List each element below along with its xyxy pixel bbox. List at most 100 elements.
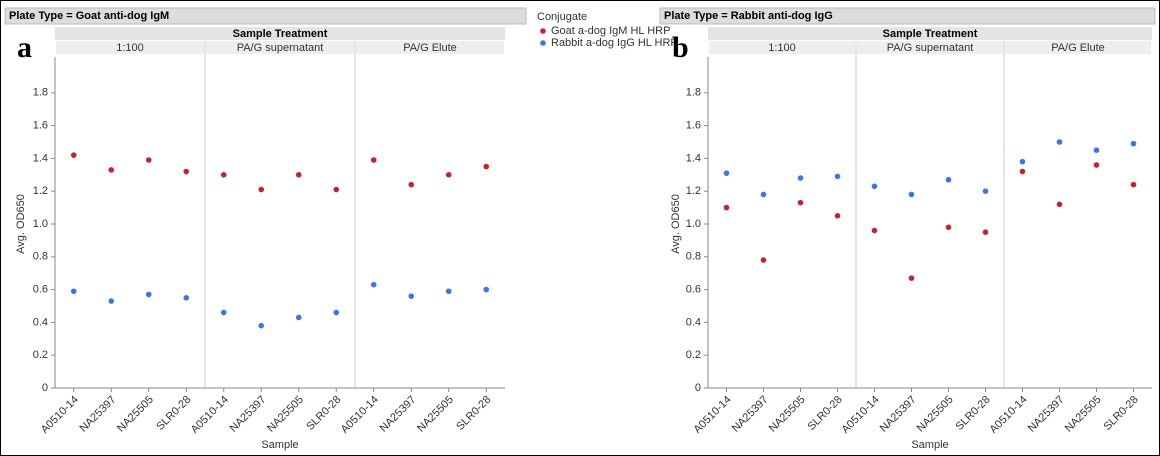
point	[871, 227, 878, 234]
x-tick-label: NA25397	[78, 394, 119, 435]
x-tick-label: NA25397	[730, 394, 771, 435]
point	[723, 204, 730, 211]
point	[1019, 158, 1026, 165]
x-tick-label: NA25505	[115, 394, 156, 435]
point	[1130, 181, 1137, 188]
y-axis-label: Avg. OD650	[15, 194, 27, 254]
legend-label: Rabbit a-dog IgG HL HRP	[551, 37, 678, 49]
point	[723, 170, 730, 176]
y-tick-label: 1.8	[686, 87, 701, 99]
point	[1093, 162, 1100, 168]
x-axis-label: Sample	[261, 439, 298, 451]
chart-title: Plate Type = Rabbit anti-dog IgG	[664, 10, 833, 22]
facet-label-bar	[857, 41, 1003, 54]
facet-label: PA/G Elute	[403, 42, 457, 54]
point	[370, 157, 377, 163]
y-tick-label: 0.8	[33, 251, 48, 263]
point	[145, 157, 152, 163]
point	[370, 281, 377, 288]
point	[760, 257, 767, 263]
facet-title-bar	[708, 27, 1152, 40]
point	[1130, 140, 1137, 147]
legend-marker	[540, 28, 546, 34]
facet-title-bar	[55, 27, 505, 40]
point	[408, 181, 415, 188]
y-tick-label: 0.4	[686, 316, 701, 328]
facet-label: PA/G supernatant	[237, 42, 324, 54]
x-tick-label: A0510-14	[987, 394, 1029, 436]
x-tick-label: SLR0-28	[154, 394, 193, 433]
x-tick-label: A0510-14	[839, 394, 881, 436]
title-bar	[4, 7, 527, 25]
x-tick-label: NA25505	[1063, 394, 1104, 435]
x-tick-label: A0510-14	[339, 394, 381, 436]
point	[220, 172, 227, 178]
point	[145, 291, 152, 298]
point	[871, 183, 878, 190]
point	[945, 176, 952, 183]
y-tick-label: 1.4	[686, 152, 701, 164]
y-tick-label: 1.4	[33, 152, 48, 164]
point	[982, 229, 989, 235]
facet-label: PA/G Elute	[1051, 42, 1105, 54]
facet-label: 1:100	[116, 42, 144, 54]
point	[1056, 139, 1063, 145]
point	[220, 309, 227, 316]
y-tick-label: 1.2	[686, 185, 701, 197]
point	[295, 172, 302, 178]
point	[183, 168, 190, 175]
y-axis-label: Avg. OD650	[670, 194, 682, 254]
legend-marker	[540, 40, 546, 46]
y-tick-label: 0	[42, 382, 48, 394]
point	[295, 314, 302, 321]
chart-title: Plate Type = Goat anti-dog IgM	[9, 10, 169, 22]
facet-label: 1:100	[768, 42, 796, 54]
point	[108, 298, 115, 304]
x-tick-label: NA25397	[878, 394, 919, 435]
x-tick-label: SLR0-28	[1101, 394, 1140, 433]
x-tick-label: NA25397	[378, 394, 419, 435]
point	[258, 322, 265, 329]
legend-label: Goat a-dog IgM HL HRP	[551, 25, 670, 37]
point	[982, 188, 989, 194]
panel-label: a	[17, 31, 32, 64]
x-tick-label: A0510-14	[189, 394, 231, 436]
facet-label-bar	[1005, 41, 1151, 54]
point	[108, 167, 115, 173]
y-tick-label: 0.6	[686, 284, 701, 296]
point	[834, 213, 841, 219]
facet-title: Sample Treatment	[883, 28, 978, 40]
x-axis-label: Sample	[911, 439, 948, 451]
facet-label-bar	[206, 41, 354, 54]
point	[945, 224, 952, 231]
point	[183, 295, 190, 301]
point	[1019, 168, 1026, 175]
y-tick-label: 1.6	[33, 120, 48, 132]
point	[483, 286, 490, 293]
point	[70, 152, 77, 158]
x-tick-label: NA25397	[228, 394, 269, 435]
x-tick-label: NA25505	[415, 394, 456, 435]
y-tick-label: 1.6	[686, 120, 701, 132]
point	[445, 288, 452, 295]
y-tick-label: 0.2	[33, 349, 48, 361]
point	[834, 173, 841, 180]
x-tick-label: NA25505	[265, 394, 306, 435]
x-tick-label: NA25397	[1026, 394, 1067, 435]
point	[445, 172, 452, 178]
point	[258, 186, 265, 193]
facet-label-bar	[709, 41, 855, 54]
point	[333, 186, 340, 193]
x-tick-label: SLR0-28	[454, 394, 493, 433]
point	[1056, 201, 1063, 208]
y-tick-label: 1.0	[686, 218, 701, 230]
point	[1093, 147, 1100, 153]
y-tick-label: 0	[695, 382, 701, 394]
facet-label: PA/G supernatant	[887, 42, 974, 54]
x-tick-label: A0510-14	[691, 394, 733, 436]
x-tick-label: A0510-14	[39, 394, 81, 436]
facet-label-bar	[356, 41, 504, 54]
point	[908, 275, 915, 281]
